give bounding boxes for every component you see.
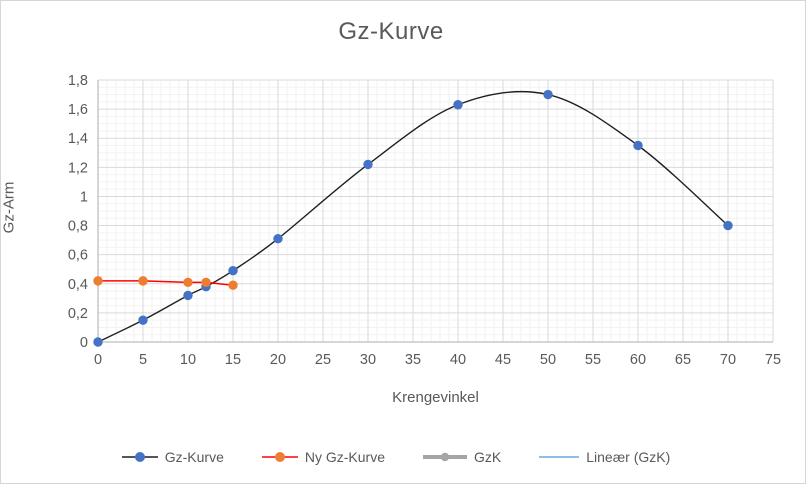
x-tick-label: 10 xyxy=(180,352,196,368)
legend-label: Lineær (GzK) xyxy=(586,449,671,465)
legend-line-marker-icon xyxy=(261,452,298,462)
legend-line-marker-icon xyxy=(121,452,158,462)
x-tick-label: 0 xyxy=(94,352,102,368)
data-point-gz-kurve[interactable] xyxy=(363,159,373,170)
x-tick-label: 45 xyxy=(495,352,511,368)
x-tick-label: 60 xyxy=(630,352,646,368)
data-point-gz-kurve[interactable] xyxy=(543,89,553,100)
legend-label: Ny Gz-Kurve xyxy=(304,449,385,465)
data-point-gz-kurve[interactable] xyxy=(183,290,193,301)
minor-gridlines xyxy=(98,80,773,342)
data-point-ny-gz-kurve[interactable] xyxy=(93,276,103,286)
series-gz-kurve xyxy=(93,89,733,347)
x-tick-label: 75 xyxy=(765,352,781,368)
plot-area[interactable]: 0 5 10 15 20 25 30 35 40 45 50 55 60 65 70 75 0 0,2 0,4 0,6… xyxy=(1,1,806,437)
x-tick-label: 55 xyxy=(585,352,601,368)
x-tick-label: 30 xyxy=(360,352,376,368)
data-point-ny-gz-kurve[interactable] xyxy=(183,277,193,288)
y-tick-label: 0,8 xyxy=(68,219,88,235)
data-point-gz-kurve[interactable] xyxy=(138,315,148,325)
x-tick-label: 25 xyxy=(315,352,331,368)
data-point-ny-gz-kurve[interactable] xyxy=(138,276,148,286)
major-gridlines xyxy=(98,79,774,342)
chart-title: Gz-Kurve xyxy=(338,18,444,45)
data-point-gz-kurve[interactable] xyxy=(453,100,463,110)
y-tick-label: 0,6 xyxy=(68,248,88,264)
x-tick-label: 70 xyxy=(720,352,736,368)
data-point-gz-kurve[interactable] xyxy=(228,265,238,276)
legend-thick-line-marker-icon xyxy=(422,452,467,462)
data-point-gz-kurve[interactable] xyxy=(273,233,283,244)
y-tick-label: 0,2 xyxy=(68,306,88,322)
legend-item-gz-kurve[interactable]: Gz-Kurve xyxy=(121,449,224,465)
series-ny-gz-kurve xyxy=(93,276,238,290)
data-point-gz-kurve[interactable] xyxy=(723,220,733,231)
x-tick-label: 50 xyxy=(540,352,556,368)
legend-label: GzK xyxy=(473,449,502,465)
legend: Gz-Kurve Ny Gz-Kurve GzK Lineær (GzK) xyxy=(1,444,791,470)
y-tick-label: 1,4 xyxy=(68,131,88,147)
y-tick-label: 1 xyxy=(80,189,88,205)
x-tick-label: 15 xyxy=(225,352,241,368)
data-point-gz-kurve[interactable] xyxy=(93,337,103,347)
x-tick-label: 40 xyxy=(450,352,466,368)
series-line-ny-gz-kurve xyxy=(98,280,234,286)
y-tick-label: 1,6 xyxy=(68,102,88,118)
legend-item-line-r-gzk[interactable]: Lineær (GzK) xyxy=(539,449,670,465)
legend-label: Gz-Kurve xyxy=(164,449,224,465)
legend-plain-line-icon xyxy=(539,456,580,458)
tick-labels: 0 5 10 15 20 25 30 35 40 45 50 55 60 65 70 75 0 0,2 0,4 0,6… xyxy=(68,73,781,368)
axis-lines xyxy=(97,80,773,343)
data-point-ny-gz-kurve[interactable] xyxy=(228,280,238,290)
x-tick-label: 5 xyxy=(139,352,147,368)
y-tick-label: 1,2 xyxy=(68,160,88,176)
x-tick-label: 35 xyxy=(405,352,421,368)
x-axis-title: Krengevinkel xyxy=(392,389,479,406)
y-tick-label: 1,8 xyxy=(68,73,88,89)
data-point-gz-kurve[interactable] xyxy=(633,140,643,151)
legend-item-gzk[interactable]: GzK xyxy=(422,449,502,465)
y-tick-label: 0,4 xyxy=(68,277,88,293)
y-tick-label: 0 xyxy=(80,335,88,351)
x-tick-label: 20 xyxy=(270,352,286,368)
x-tick-label: 65 xyxy=(675,352,691,368)
legend-item-ny-gz-kurve[interactable]: Ny Gz-Kurve xyxy=(261,449,385,465)
data-point-ny-gz-kurve[interactable] xyxy=(201,277,211,288)
